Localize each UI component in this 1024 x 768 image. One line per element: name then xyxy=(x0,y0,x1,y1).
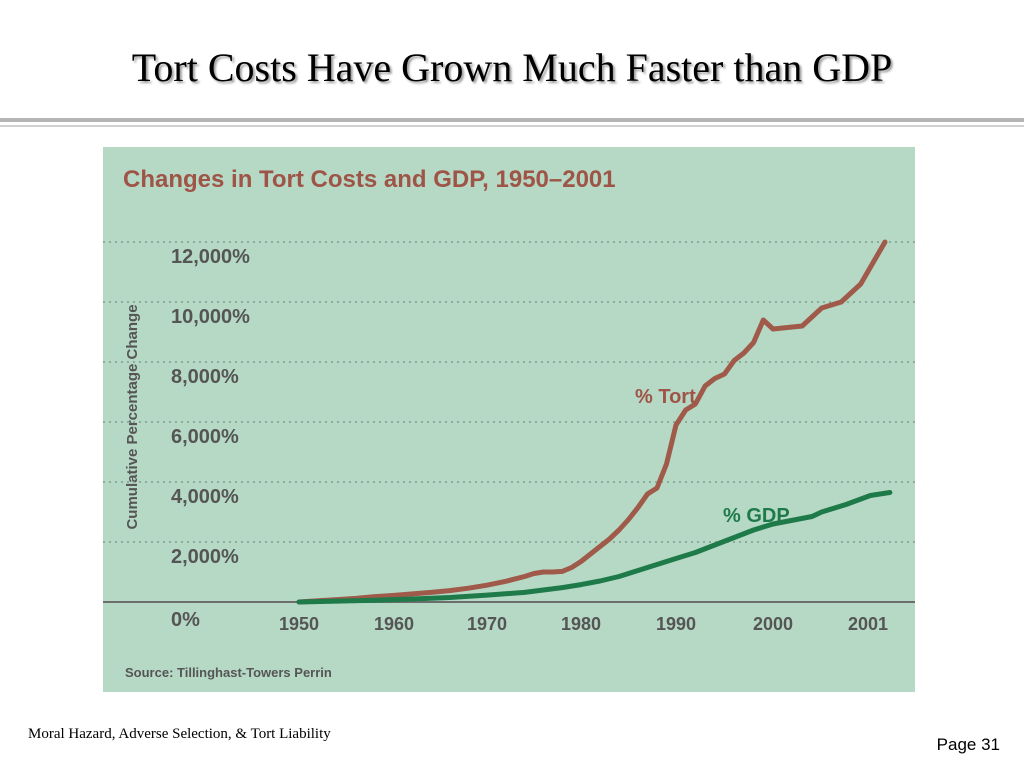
gdp-series-label: % GDP xyxy=(723,505,790,527)
tort-series-label: % Tort xyxy=(635,386,696,408)
x-tick-label: 2001 xyxy=(848,614,888,634)
x-tick-labels: 1950 1960 1970 1980 1990 2000 2001 xyxy=(279,614,888,634)
tort-series-line xyxy=(296,239,888,605)
x-tick-label: 1970 xyxy=(467,614,507,634)
gridlines xyxy=(103,241,915,603)
gdp-series-line xyxy=(296,490,893,605)
y-tick-label: 12,000% xyxy=(171,246,250,268)
chart-source: Source: Tillinghast-Towers Perrin xyxy=(125,665,332,680)
title-divider xyxy=(0,118,1024,122)
y-tick-label: 2,000% xyxy=(171,546,239,568)
y-tick-label: 6,000% xyxy=(171,426,239,448)
y-tick-label: 8,000% xyxy=(171,366,239,388)
series-lines xyxy=(296,239,893,605)
y-tick-labels: 0% 2,000% 4,000% 6,000% 8,000% 10,000% 12,000% xyxy=(171,246,250,631)
title-divider-thin xyxy=(0,125,1024,127)
x-tick-label: 1980 xyxy=(561,614,601,634)
line-chart: Changes in Tort Costs and GDP, 1950–2001… xyxy=(103,166,915,680)
x-tick-label: 1990 xyxy=(656,614,696,634)
chart-panel: Changes in Tort Costs and GDP, 1950–2001… xyxy=(103,147,915,692)
y-tick-label: 4,000% xyxy=(171,486,239,508)
y-tick-label: 10,000% xyxy=(171,306,250,328)
chart-title: Changes in Tort Costs and GDP, 1950–2001 xyxy=(123,166,616,193)
x-tick-label: 1950 xyxy=(279,614,319,634)
x-tick-label: 1960 xyxy=(374,614,414,634)
footer-course-title: Moral Hazard, Adverse Selection, & Tort … xyxy=(28,726,331,742)
y-axis-label: Cumulative Percentage Change xyxy=(124,304,141,529)
y-tick-label: 0% xyxy=(171,609,200,631)
x-tick-label: 2000 xyxy=(753,614,793,634)
page-number: Page 31 xyxy=(936,735,1000,754)
slide-title: Tort Costs Have Grown Much Faster than G… xyxy=(131,45,893,90)
